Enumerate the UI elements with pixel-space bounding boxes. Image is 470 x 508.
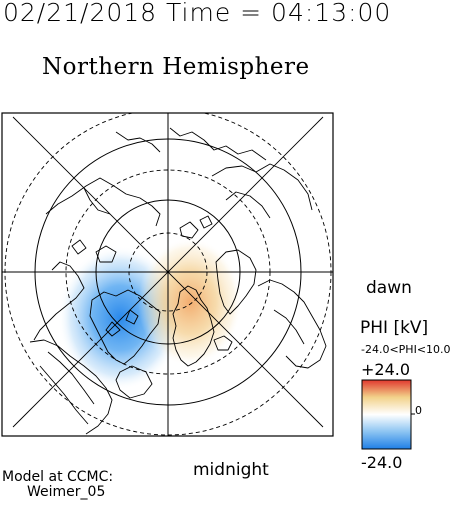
potential-cells	[58, 238, 242, 390]
positive-potential-cell	[138, 238, 242, 366]
siberia-coast	[45, 177, 161, 227]
map-grid	[2, 113, 333, 436]
colorbar-quantity-label: PHI [kV]	[360, 318, 429, 338]
model-label: Model at CCMC:	[2, 469, 114, 485]
colorbar-zero-label: 0	[415, 404, 422, 417]
colorbar-range-label: -24.0<PHI<10.0	[361, 343, 451, 356]
canada-arctic-coast	[89, 289, 161, 365]
colorbar	[361, 379, 415, 450]
europe-coast	[257, 279, 327, 369]
russia-coast	[211, 163, 313, 219]
svalbard-coast	[179, 215, 213, 239]
north-america-coast	[29, 339, 113, 435]
hudson-bay-coast	[115, 365, 153, 399]
arctic-islands-west	[71, 239, 117, 263]
datetime-title: 02/21/2018 Time = 04:13:00	[3, 0, 392, 27]
model-name-label: Weimer_05	[27, 484, 106, 500]
alaska-coast	[33, 261, 85, 341]
asia-interior-coast	[115, 127, 267, 161]
midnight-label: midnight	[193, 460, 269, 480]
colorbar-max-label: +24.0	[361, 360, 411, 379]
scandinavia-coast	[215, 249, 257, 315]
colorbar-min-label: -24.0	[361, 453, 403, 472]
iceland-coast	[213, 335, 233, 351]
colorbar-gradient	[361, 379, 412, 450]
dawn-label: dawn	[366, 278, 412, 298]
greenland-coast	[172, 285, 215, 367]
meridian-diagonal-b	[12, 116, 324, 428]
coastlines	[29, 127, 327, 435]
hemisphere-title: Northern Hemisphere	[42, 54, 310, 80]
